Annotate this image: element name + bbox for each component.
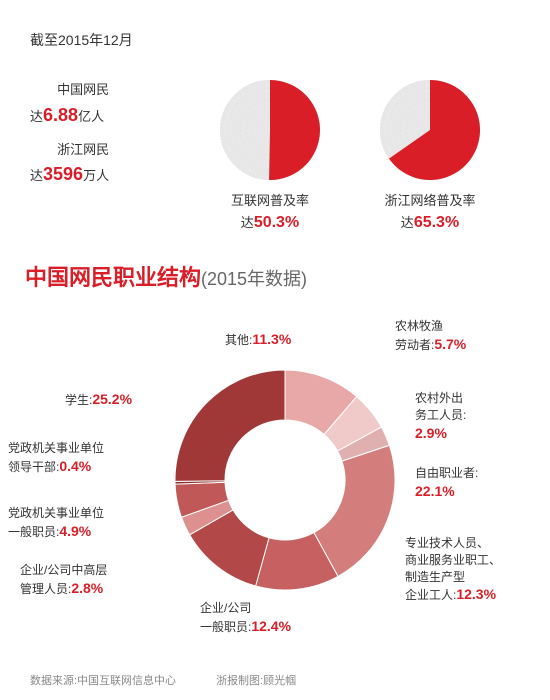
footer-credit-value: 顾光帼 [263,675,296,687]
donut-label-7: 党政机关事业单位一般职员:4.9% [8,505,104,541]
footer-source-label: 数据来源: [30,675,77,687]
stat-0-pre: 中国网民 [30,80,109,101]
donut-label-5: 企业/公司一般职员:12.4% [200,600,291,636]
stat-0-num: 6.88 [43,105,78,125]
header-date: 截至2015年12月 [30,30,133,50]
donut-svg [175,370,395,590]
small-pie-2-value: 65.3% [414,214,459,231]
donut-label-0: 其他:11.3% [225,330,291,350]
small-pie-2: 浙江网络普及率 达65.3% [380,80,480,235]
donut-label-8: 党政机关事业单位领导干部:0.4% [8,440,104,476]
section-title: 中国网民职业结构(2015年数据) [25,260,307,292]
stat-0-suffix: 亿人 [78,109,104,124]
left-stats-block: 中国网民 达6.88亿人 浙江网民 达3596万人 [30,80,109,189]
donut-container: 其他:11.3% 农林牧渔劳动者:5.7% 农村外出务工人员:2.9% 自由职业者:2… [0,300,550,670]
small-pie-1-svg [220,80,320,180]
donut-label-1: 农林牧渔劳动者:5.7% [395,318,466,354]
section-title-red: 中国网民职业结构 [25,265,201,290]
donut-label-9: 学生:25.2% [65,390,132,410]
donut-label-6: 企业/公司中高层管理人员:2.8% [20,562,107,598]
donut-seg-9 [175,370,285,481]
stat-0-line2-pre: 达 [30,109,43,124]
small-pie-1-label: 互联网普及率 [231,193,309,208]
footer-credit-label: 浙报制图: [216,675,263,687]
footer: 数据来源:中国互联网信息中心 浙报制图:顾光帼 [30,672,520,688]
stat-1-num: 3596 [43,164,83,184]
stat-1-pre: 浙江网民 [30,140,109,161]
small-pie-2-svg [380,80,480,180]
small-pie-1-value: 50.3% [254,214,299,231]
small-pie-1: 互联网普及率 达50.3% [220,80,320,235]
small-pie-2-pre: 达 [401,215,414,230]
donut-label-3: 自由职业者:22.1% [415,465,478,501]
footer-source-value: 中国互联网信息中心 [77,675,176,687]
section-title-gray: (2015年数据) [201,269,307,289]
donut-label-4: 专业技术人员、商业服务业职工、制造生产型企业工人:12.3% [405,535,501,605]
stat-1-suffix: 万人 [83,168,109,183]
small-pie-1-pre: 达 [241,215,254,230]
stat-1-line2-pre: 达 [30,168,43,183]
small-pie-2-label: 浙江网络普及率 [384,193,475,208]
donut-label-2: 农村外出务工人员:2.9% [415,390,466,443]
